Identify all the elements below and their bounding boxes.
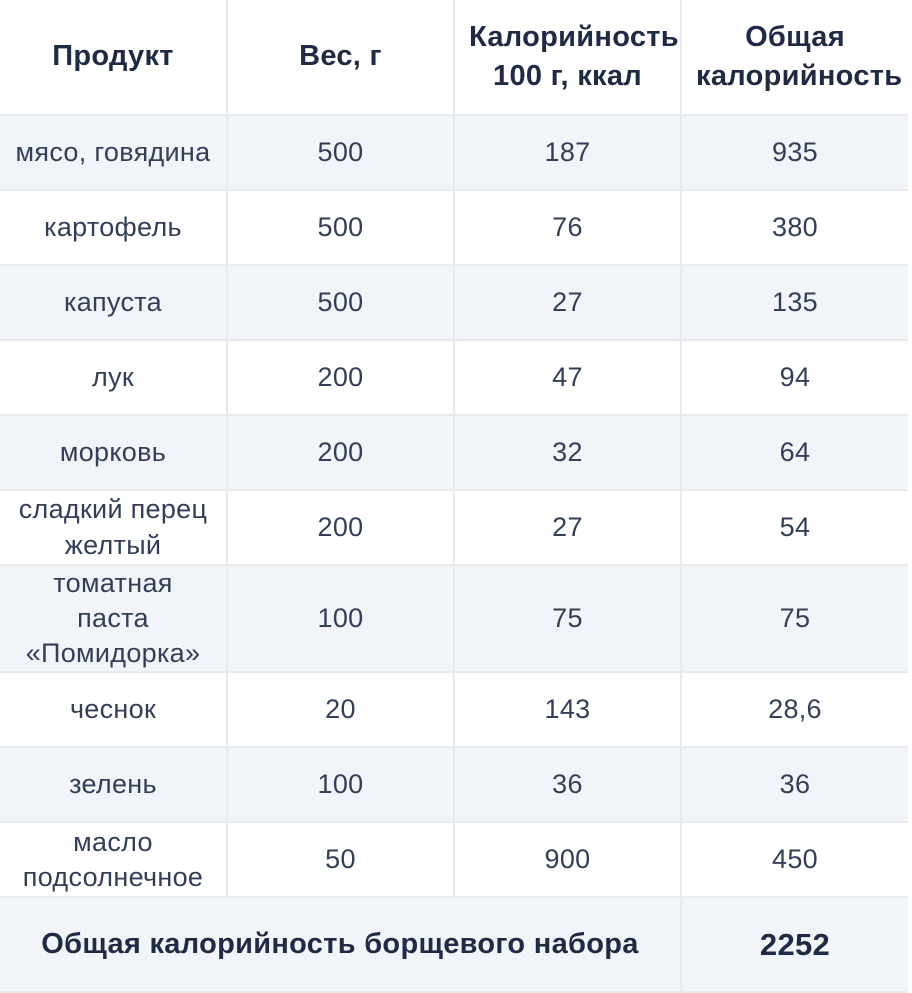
footer-total-value: 2252 bbox=[681, 897, 908, 993]
kcal-per-100-cell: 900 bbox=[454, 822, 682, 899]
kcal-per-100-cell: 187 bbox=[454, 115, 682, 191]
total-kcal-cell: 380 bbox=[681, 190, 908, 266]
total-kcal-cell: 36 bbox=[681, 747, 908, 824]
table-row: масло подсолнечное 50 900 450 bbox=[0, 822, 908, 899]
total-kcal-cell: 64 bbox=[681, 415, 908, 491]
kcal-per-100-cell: 36 bbox=[454, 747, 682, 824]
product-cell: сладкий перец желтый bbox=[0, 490, 228, 566]
kcal-per-100-cell: 143 bbox=[454, 672, 682, 749]
footer-total-label: Общая калорийность борщевого набора bbox=[0, 897, 682, 993]
kcal-per-100-cell: 27 bbox=[454, 490, 682, 566]
header-row: Продукт Вес, г Калорийность 100 г, ккал … bbox=[0, 0, 908, 116]
product-cell: мясо, говядина bbox=[0, 115, 228, 191]
product-cell: зелень bbox=[0, 747, 228, 824]
header-cell-product: Продукт bbox=[0, 0, 228, 116]
table-row: томатная паста «Помидорка» 100 75 75 bbox=[0, 565, 908, 674]
weight-cell: 200 bbox=[227, 415, 455, 491]
weight-cell: 20 bbox=[227, 672, 455, 749]
header-cell-kcal-per-100: Калорийность 100 г, ккал bbox=[454, 0, 682, 116]
total-kcal-cell: 28,6 bbox=[681, 672, 908, 749]
table-row: лук 200 47 94 bbox=[0, 340, 908, 416]
weight-cell: 100 bbox=[227, 747, 455, 824]
header-cell-total-kcal: Общая калорийность bbox=[681, 0, 908, 116]
total-kcal-cell: 450 bbox=[681, 822, 908, 899]
weight-cell: 50 bbox=[227, 822, 455, 899]
kcal-per-100-cell: 32 bbox=[454, 415, 682, 491]
weight-cell: 200 bbox=[227, 490, 455, 566]
table-row: сладкий перец желтый 200 27 54 bbox=[0, 490, 908, 566]
table-row: картофель 500 76 380 bbox=[0, 190, 908, 266]
product-cell: капуста bbox=[0, 265, 228, 341]
total-kcal-cell: 935 bbox=[681, 115, 908, 191]
kcal-per-100-cell: 76 bbox=[454, 190, 682, 266]
total-kcal-cell: 54 bbox=[681, 490, 908, 566]
weight-cell: 200 bbox=[227, 340, 455, 416]
table-row: капуста 500 27 135 bbox=[0, 265, 908, 341]
kcal-per-100-cell: 47 bbox=[454, 340, 682, 416]
product-cell: морковь bbox=[0, 415, 228, 491]
product-cell: масло подсолнечное bbox=[0, 822, 228, 899]
product-cell: томатная паста «Помидорка» bbox=[0, 565, 228, 674]
weight-cell: 500 bbox=[227, 115, 455, 191]
table-row: морковь 200 32 64 bbox=[0, 415, 908, 491]
product-cell: чеснок bbox=[0, 672, 228, 749]
table-row: зелень 100 36 36 bbox=[0, 747, 908, 824]
footer-row: Общая калорийность борщевого набора 2252 bbox=[0, 897, 908, 993]
weight-cell: 100 bbox=[227, 565, 455, 674]
kcal-per-100-cell: 75 bbox=[454, 565, 682, 674]
total-kcal-cell: 135 bbox=[681, 265, 908, 341]
weight-cell: 500 bbox=[227, 190, 455, 266]
product-cell: картофель bbox=[0, 190, 228, 266]
weight-cell: 500 bbox=[227, 265, 455, 341]
header-cell-weight: Вес, г bbox=[227, 0, 455, 116]
total-kcal-cell: 94 bbox=[681, 340, 908, 416]
total-kcal-cell: 75 bbox=[681, 565, 908, 674]
product-cell: лук bbox=[0, 340, 228, 416]
kcal-per-100-cell: 27 bbox=[454, 265, 682, 341]
table-row: чеснок 20 143 28,6 bbox=[0, 672, 908, 749]
table-row: мясо, говядина 500 187 935 bbox=[0, 115, 908, 191]
